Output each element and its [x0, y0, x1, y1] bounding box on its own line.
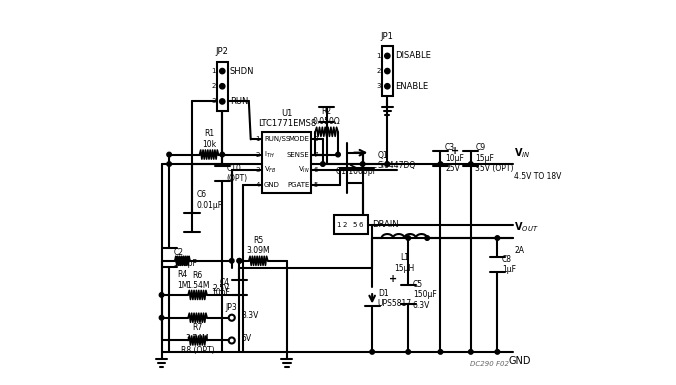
Bar — [262, 132, 312, 192]
Text: C8
1µF: C8 1µF — [502, 255, 516, 274]
Text: 3: 3 — [256, 167, 260, 173]
Text: 3: 3 — [376, 83, 381, 89]
Circle shape — [160, 315, 164, 320]
Text: PGATE: PGATE — [287, 182, 310, 188]
Bar — [216, 62, 228, 111]
Text: C6
0.01µF: C6 0.01µF — [197, 190, 222, 209]
Text: R6
1.54M: R6 1.54M — [186, 271, 210, 290]
Text: 6: 6 — [314, 167, 318, 173]
Text: DC290 F02: DC290 F02 — [470, 361, 509, 367]
Text: JP3: JP3 — [226, 303, 238, 312]
Circle shape — [167, 152, 172, 157]
Circle shape — [220, 152, 224, 157]
Circle shape — [385, 162, 389, 166]
Circle shape — [167, 162, 172, 166]
Text: V$_{IN}$: V$_{IN}$ — [514, 146, 531, 160]
Circle shape — [385, 69, 390, 74]
Text: RUN: RUN — [230, 97, 248, 106]
Circle shape — [406, 350, 410, 354]
Circle shape — [406, 236, 410, 240]
Circle shape — [495, 350, 500, 354]
Circle shape — [425, 236, 429, 240]
Text: V$_{IN}$: V$_{IN}$ — [297, 165, 310, 175]
Circle shape — [385, 53, 390, 59]
Text: C4
10pF: C4 10pF — [211, 278, 230, 297]
Text: ENABLE: ENABLE — [395, 82, 428, 91]
Circle shape — [468, 162, 473, 166]
Circle shape — [438, 162, 443, 166]
Text: 5: 5 — [352, 222, 357, 228]
Circle shape — [220, 69, 225, 74]
Text: V$_{OUT}$: V$_{OUT}$ — [514, 221, 539, 234]
Text: R2
0.050Ω: R2 0.050Ω — [313, 107, 341, 126]
Text: 1: 1 — [376, 53, 381, 59]
Circle shape — [360, 162, 365, 166]
Bar — [382, 47, 393, 96]
Text: R5
3.09M: R5 3.09M — [247, 236, 270, 255]
Text: 2: 2 — [376, 68, 381, 74]
Text: GND: GND — [264, 182, 280, 188]
Text: 3: 3 — [211, 99, 216, 104]
Text: L1
15µH: L1 15µH — [394, 253, 414, 273]
Circle shape — [370, 350, 375, 354]
Text: DRAIN: DRAIN — [372, 220, 399, 229]
Text: V$_{FB}$: V$_{FB}$ — [264, 165, 276, 175]
Text: U1
LTC1771EMS8: U1 LTC1771EMS8 — [258, 109, 316, 128]
Text: JP1: JP1 — [380, 32, 393, 41]
Text: 1: 1 — [337, 222, 341, 228]
Text: C5
150µF
6.3V: C5 150µF 6.3V — [413, 280, 437, 310]
Text: SHDN: SHDN — [230, 67, 254, 75]
Text: 2: 2 — [211, 83, 216, 89]
Text: 4.5V TO 18V: 4.5V TO 18V — [514, 172, 562, 181]
Text: 2.5V: 2.5V — [213, 284, 230, 293]
Circle shape — [320, 162, 325, 166]
Text: C1 1000pF: C1 1000pF — [336, 167, 377, 176]
Circle shape — [237, 258, 241, 263]
Text: I$_{TH}$: I$_{TH}$ — [264, 149, 274, 160]
Text: D1
UPS5817: D1 UPS5817 — [378, 289, 412, 308]
Text: 3.3V: 3.3V — [241, 311, 259, 320]
Circle shape — [237, 258, 241, 263]
Text: C2
330pF: C2 330pF — [174, 248, 197, 268]
Circle shape — [220, 99, 225, 104]
Text: 1: 1 — [256, 136, 260, 142]
Circle shape — [160, 293, 164, 297]
Text: 8: 8 — [314, 136, 318, 142]
Text: 5V: 5V — [241, 334, 251, 343]
Text: 4: 4 — [256, 182, 260, 188]
Circle shape — [228, 315, 235, 321]
Text: R4
1M: R4 1M — [176, 270, 188, 290]
Circle shape — [385, 84, 390, 89]
Text: 2: 2 — [256, 152, 260, 157]
Text: 2A: 2A — [514, 246, 525, 254]
Text: C10
(OPT): C10 (OPT) — [227, 164, 248, 183]
Text: SENSE: SENSE — [287, 152, 310, 157]
Circle shape — [228, 337, 235, 343]
Text: R7
3.74M: R7 3.74M — [186, 323, 210, 343]
Text: JP2: JP2 — [215, 47, 228, 56]
Text: 1: 1 — [211, 68, 216, 74]
Text: C9
15µF
35V (OPT): C9 15µF 35V (OPT) — [475, 144, 514, 173]
Text: MODE: MODE — [289, 136, 310, 142]
Text: +: + — [389, 274, 397, 284]
Text: Q1
Si6447DQ: Q1 Si6447DQ — [378, 151, 416, 170]
Circle shape — [220, 84, 225, 89]
Text: 2: 2 — [342, 222, 347, 228]
Text: GND: GND — [509, 356, 531, 366]
Circle shape — [495, 236, 500, 240]
Circle shape — [438, 350, 443, 354]
Text: 7: 7 — [314, 152, 318, 157]
Text: R8 (OPT): R8 (OPT) — [180, 346, 214, 355]
Text: DISABLE: DISABLE — [395, 52, 431, 60]
Circle shape — [336, 152, 340, 157]
Text: 6: 6 — [358, 222, 362, 228]
Text: C3
10µF
25V: C3 10µF 25V — [445, 144, 464, 173]
Text: 5: 5 — [314, 182, 318, 188]
Text: +: + — [452, 146, 460, 156]
Circle shape — [229, 258, 234, 263]
Text: RUN/SS: RUN/SS — [264, 136, 290, 142]
Bar — [334, 215, 368, 234]
Text: R1
10k: R1 10k — [202, 129, 216, 149]
Circle shape — [468, 350, 473, 354]
